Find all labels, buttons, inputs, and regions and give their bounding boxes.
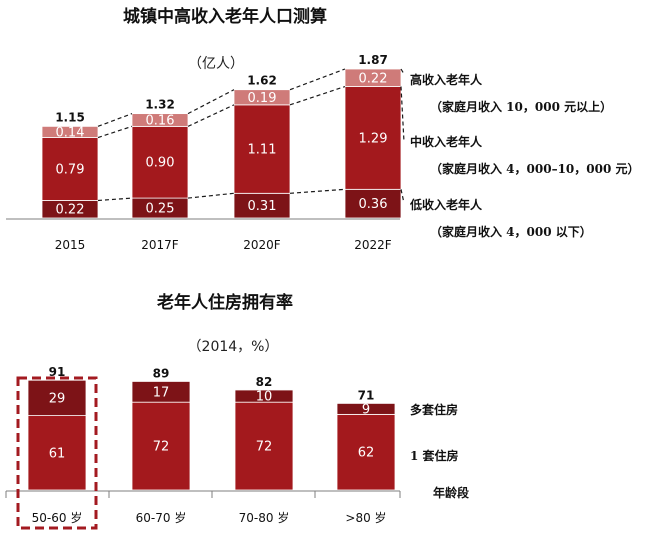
seg-label-2022F-2: 0.22 xyxy=(359,71,388,86)
legend-mid-income-note: （家庭月收入 4，000–10，000 元） xyxy=(430,161,640,176)
chart1-trend-lines xyxy=(97,68,405,204)
legend-single-home: 1 套住房 xyxy=(410,448,459,463)
x-tick-2022F: 2022F xyxy=(354,238,392,252)
chart1-bars xyxy=(41,68,402,219)
bar->80 岁-seg-0 xyxy=(336,413,396,491)
seg-label-60-70 岁-1: 17 xyxy=(153,385,170,400)
chart2-total-labels: 91 89 82 71 xyxy=(49,365,375,402)
seg-label-50-60 岁-1: 29 xyxy=(49,391,66,406)
total-label-2017F: 1.32 xyxy=(145,98,175,112)
chart1-total-labels: 1.15 1.32 1.62 1.87 xyxy=(55,53,388,124)
bar-70-80 岁-seg-0 xyxy=(234,401,294,491)
chart2-subtitle: （2014，%） xyxy=(188,339,279,355)
bar-2022F-seg-2 xyxy=(344,68,402,87)
x-tick->80 岁: >80 岁 xyxy=(345,510,386,525)
seg-label-2020F-2: 0.19 xyxy=(248,91,277,106)
bar-2015-seg-1 xyxy=(41,137,99,201)
chart2-axis-tick-marks xyxy=(5,491,401,498)
bar-2015-seg-2 xyxy=(41,125,99,138)
seg-label-70-80 岁-0: 72 xyxy=(256,440,273,455)
seg-label-2017F-0: 0.25 xyxy=(146,202,175,217)
x-tick-2017F: 2017F xyxy=(141,238,179,252)
bar-70-80 岁-seg-1 xyxy=(234,389,294,403)
chart1-subtitle: （亿人） xyxy=(188,56,244,72)
legend-mid-income: 中收入老年人 xyxy=(410,134,483,149)
seg-label-2015-1: 0.79 xyxy=(56,162,85,177)
axis-label-age-group: 年龄段 xyxy=(433,485,470,500)
x-tick-70-80 岁: 70-80 岁 xyxy=(239,510,290,525)
bar-50-60 岁-seg-0 xyxy=(27,415,87,491)
legend-high-income: 高收入老年人 xyxy=(410,72,483,87)
seg-label-2017F-2: 0.16 xyxy=(146,113,175,128)
chart1-x-ticks: 2015 2017F 2020F 2022F xyxy=(55,238,392,252)
legend-low-income: 低收入老年人 xyxy=(409,197,483,212)
bar-2017F-seg-1 xyxy=(131,125,189,199)
chart1-title: 城镇中高收入老年人口测算 xyxy=(123,6,327,27)
seg-label->80 岁-0: 62 xyxy=(358,446,375,461)
bar-2020F-seg-2 xyxy=(233,89,291,106)
housing-ownership-chart: 老年人住房拥有率 （2014，%） 61 29 72 17 72 10 62 9 91 89 82… xyxy=(5,292,470,530)
seg-label-50-60 岁-0: 61 xyxy=(49,446,66,461)
total-label-50-60 岁: 91 xyxy=(49,365,66,379)
x-tick-2020F: 2020F xyxy=(243,238,281,252)
seg-label-2020F-1: 1.11 xyxy=(248,143,277,158)
trend-line-series-0 xyxy=(97,188,405,204)
bar-50-60 岁-seg-1 xyxy=(27,379,87,416)
seg-label->80 岁-1: 9 xyxy=(362,402,370,417)
bar-2020F-seg-1 xyxy=(233,104,291,194)
legend-high-income-note: （家庭月收入 10，000 元以上） xyxy=(430,99,612,114)
bar-2017F-seg-2 xyxy=(131,113,189,127)
total-label-70-80 岁: 82 xyxy=(256,375,273,389)
total-label-2020F: 1.62 xyxy=(247,74,277,88)
legend-multiple-homes: 多套住房 xyxy=(410,402,458,417)
total-label-2015: 1.15 xyxy=(55,110,85,124)
highlight-box xyxy=(16,376,98,530)
seg-label-2020F-0: 0.31 xyxy=(248,199,277,214)
bar-60-70 岁-seg-0 xyxy=(131,401,191,491)
total-label->80 岁: 71 xyxy=(358,388,375,402)
seg-label-2022F-0: 0.36 xyxy=(359,197,388,212)
income-projection-chart: 城镇中高收入老年人口测算 （亿人） 0.220.790.140.250.900.… xyxy=(6,6,640,252)
chart1-segment-labels: 0.22 0.79 0.14 0.25 0.90 0.16 0.31 1.11 0.19 0.36… xyxy=(56,71,388,217)
bar-2022F-seg-0 xyxy=(344,188,402,219)
bar-2022F-seg-1 xyxy=(344,86,402,190)
bar-60-70 岁-seg-1 xyxy=(131,381,191,403)
seg-label-2017F-1: 0.90 xyxy=(146,156,175,171)
x-tick-50-60 岁: 50-60 岁 xyxy=(32,510,83,525)
seg-label-2022F-1: 1.29 xyxy=(359,131,388,146)
chart2-x-ticks: 50-60 岁 60-70 岁 70-80 岁 >80 岁 xyxy=(32,510,387,525)
trend-line-series-1 xyxy=(97,85,405,143)
x-tick-60-70 岁: 60-70 岁 xyxy=(136,510,187,525)
bar-2020F-seg-0 xyxy=(233,192,291,219)
seg-label-60-70 岁-0: 72 xyxy=(153,440,170,455)
bar->80 岁-seg-1 xyxy=(336,402,396,415)
seg-label-2015-2: 0.14 xyxy=(56,125,85,140)
seg-label-70-80 岁-1: 10 xyxy=(256,390,273,405)
total-label-60-70 岁: 89 xyxy=(153,366,170,380)
chart2-bars xyxy=(27,379,396,491)
chart2-segment-labels: 61 29 72 17 72 10 62 9 xyxy=(49,385,375,461)
legend-low-income-note: （家庭月收入 4，000 以下） xyxy=(430,224,592,239)
seg-label-2015-0: 0.22 xyxy=(56,203,85,218)
chart2-title: 老年人住房拥有率 xyxy=(156,292,293,313)
x-tick-2015: 2015 xyxy=(55,238,86,252)
total-label-2022F: 1.87 xyxy=(358,53,388,67)
